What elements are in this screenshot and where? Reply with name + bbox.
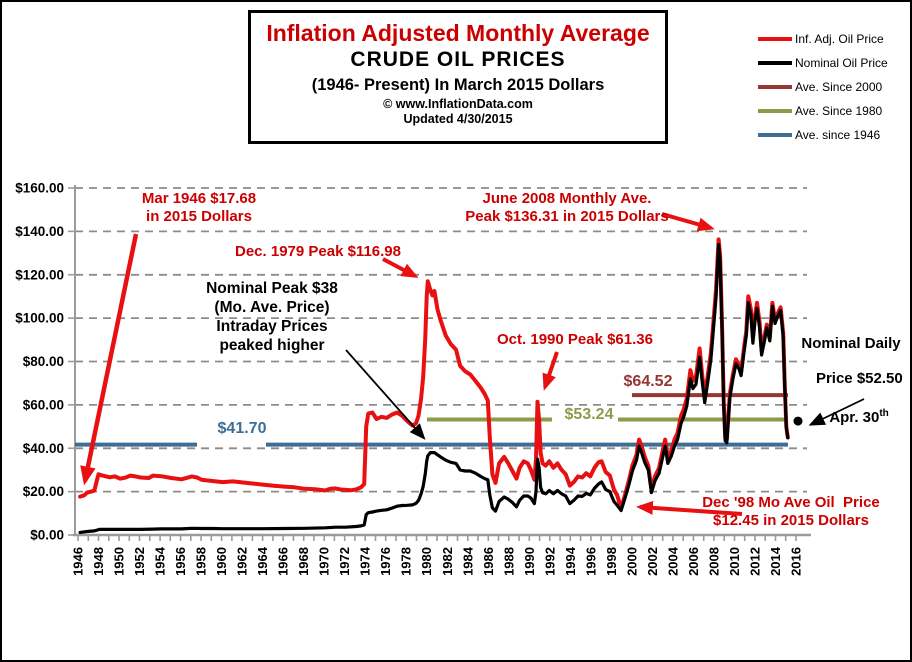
x-tick-label: 2004 xyxy=(665,546,680,576)
x-tick-label: 1986 xyxy=(481,547,496,576)
x-tick-label: 1978 xyxy=(399,547,414,576)
annotation-dec-1998-low: Dec '98 Mo Ave Oil Price $12.45 in 2015 … xyxy=(702,494,880,529)
annotation-arrow-4 xyxy=(542,351,559,391)
x-tick-label: 2002 xyxy=(645,547,660,576)
y-tick-label: $40.00 xyxy=(23,441,64,456)
legend-line-swatch xyxy=(758,61,792,65)
annotation-nominal-daily-price: Nominal Daily Price $52.50 Apr. 30th xyxy=(794,335,908,427)
title-source: © www.InflationData.com xyxy=(383,97,533,111)
y-tick-label: $140.00 xyxy=(15,224,64,239)
x-tick-label: 1988 xyxy=(501,547,516,576)
annotation-june-2008-peak: June 2008 Monthly Ave. Peak $136.31 in 2… xyxy=(465,190,669,225)
annotation-arrow-5 xyxy=(808,398,865,426)
title-line-3: (1946- Present) In March 2015 Dollars xyxy=(311,76,605,94)
x-tick-label: 1976 xyxy=(378,547,393,576)
y-tick-label: $120.00 xyxy=(15,267,64,282)
avg-since-2000-value-label: $64.52 xyxy=(623,373,673,390)
legend-line-swatch xyxy=(758,133,792,137)
x-tick-label: 2010 xyxy=(727,547,742,576)
annotation-arrow-0 xyxy=(80,233,139,486)
legend-line-swatch xyxy=(758,85,792,89)
x-tick-label: 1956 xyxy=(173,547,188,576)
x-tick-label: 1962 xyxy=(235,547,250,576)
legend-item-3: Ave. Since 1980 xyxy=(758,99,908,123)
x-tick-label: 1948 xyxy=(91,547,106,576)
legend-line-swatch xyxy=(758,109,792,113)
legend-item-2: Ave. Since 2000 xyxy=(758,75,908,99)
y-tick-label: $160.00 xyxy=(15,181,64,196)
x-tick-label: 1952 xyxy=(132,547,147,576)
x-tick-label: 1996 xyxy=(583,547,598,576)
legend-label: Ave. Since 1980 xyxy=(795,104,883,118)
x-tick-label: 1982 xyxy=(440,547,455,576)
nominal-daily-price-dot xyxy=(793,416,803,426)
x-tick-label: 1958 xyxy=(194,547,209,576)
x-tick-label: 2008 xyxy=(706,547,721,576)
x-tick-label: 2012 xyxy=(748,547,763,576)
x-tick-label: 1972 xyxy=(337,547,352,576)
annotation-nominal-peak: Nominal Peak $38 (Mo. Ave. Price) Intrad… xyxy=(206,280,338,354)
x-tick-label: 1960 xyxy=(214,547,229,576)
x-tick-label: 1994 xyxy=(563,546,578,576)
annotation-mar-1946: Mar 1946 $17.68 in 2015 Dollars xyxy=(141,190,257,225)
legend-label: Ave. since 1946 xyxy=(795,128,881,142)
x-tick-label: 1970 xyxy=(317,547,332,576)
x-tick-label: 1990 xyxy=(522,547,537,576)
x-tick-label: 1984 xyxy=(460,546,475,576)
x-tick-label: 2016 xyxy=(789,547,804,576)
x-tick-label: 2006 xyxy=(686,547,701,576)
annotation-arrow-1 xyxy=(382,257,419,278)
title-line-2: CRUDE OIL PRICES xyxy=(350,48,566,71)
x-tick-label: 1950 xyxy=(112,547,127,576)
x-tick-label: 1954 xyxy=(153,546,168,576)
y-tick-label: $100.00 xyxy=(15,311,64,326)
annotation-arrow-3 xyxy=(661,212,715,232)
nominal-daily-line2: Price $52.50 xyxy=(815,370,903,387)
legend-item-0: Inf. Adj. Oil Price xyxy=(758,27,908,51)
avg-since-1946-value-label: $41.70 xyxy=(217,420,267,437)
legend-line-swatch xyxy=(758,37,792,41)
annotation-dec-1979-peak: Dec. 1979 Peak $116.98 xyxy=(235,243,401,260)
x-tick-label: 2000 xyxy=(624,547,639,576)
annotation-oct-1990-peak: Oct. 1990 Peak $61.36 xyxy=(497,331,653,348)
legend-label: Nominal Oil Price xyxy=(795,56,888,70)
y-tick-label: $20.00 xyxy=(23,484,64,499)
avg-since-1980-value-label: $53.24 xyxy=(564,406,614,423)
x-tick-label: 1966 xyxy=(276,547,291,576)
x-tick-label: 1992 xyxy=(542,547,557,576)
nominal-daily-line3: Apr. 30 xyxy=(829,409,880,426)
legend-label: Inf. Adj. Oil Price xyxy=(795,32,884,46)
legend: Inf. Adj. Oil Price Nominal Oil Price Ave.… xyxy=(758,27,908,147)
title-updated: Updated 4/30/2015 xyxy=(403,112,513,126)
chart-title-box: Inflation Adjusted Monthly Average CRUDE… xyxy=(248,10,668,144)
legend-item-1: Nominal Oil Price xyxy=(758,51,908,75)
series-nominal xyxy=(78,243,790,535)
x-tick-label: 1964 xyxy=(255,546,270,576)
y-tick-label: $0.00 xyxy=(30,528,64,543)
x-tick-label: 2014 xyxy=(768,546,783,576)
x-tick-label: 1946 xyxy=(71,547,86,576)
nominal-daily-ordinal: th xyxy=(879,408,889,419)
x-tick-label: 1968 xyxy=(296,547,311,576)
annotation-arrow-2 xyxy=(345,349,426,440)
legend-item-4: Ave. since 1946 xyxy=(758,123,908,147)
x-tick-label: 1974 xyxy=(358,546,373,576)
legend-label: Ave. Since 2000 xyxy=(795,80,883,94)
title-line-1: Inflation Adjusted Monthly Average xyxy=(266,20,650,46)
y-tick-label: $80.00 xyxy=(23,354,64,369)
x-tick-label: 1998 xyxy=(604,547,619,576)
annotation-arrow-6 xyxy=(636,500,743,516)
y-tick-label: $60.00 xyxy=(23,397,64,412)
nominal-daily-line1: Nominal Daily xyxy=(801,335,901,352)
x-tick-label: 1980 xyxy=(419,547,434,576)
